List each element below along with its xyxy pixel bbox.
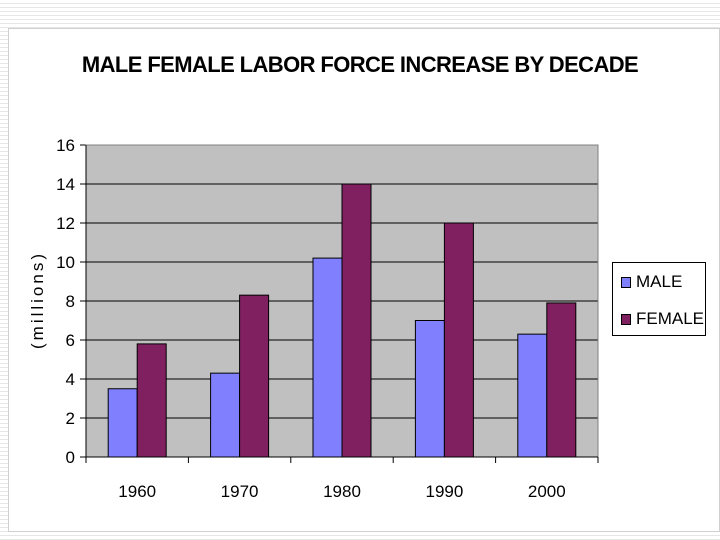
x-tick-label: 1960 [118,482,156,501]
legend-item-female: FEMALE [621,309,704,329]
y-tick-label: 2 [66,409,75,428]
x-tick-label: 2000 [528,482,566,501]
y-tick-label: 16 [56,136,75,155]
legend-item-male: MALE [621,272,682,292]
legend-label-female: FEMALE [636,309,705,328]
chart-title: MALE FEMALE LABOR FORCE INCREASE BY DECA… [81,52,639,77]
y-tick-label: 10 [56,253,75,272]
bar-female-2000 [546,302,577,458]
bar-female-1980 [341,183,372,458]
legend: MALE FEMALE [612,262,706,336]
y-tick-label: 6 [66,331,75,350]
bar-male-1980 [312,257,343,458]
bar-male-1960 [107,388,138,458]
y-tick-label: 0 [66,448,75,467]
bar-male-2000 [517,333,548,458]
bar-male-1990 [414,320,445,458]
bar-female-1990 [443,222,474,458]
x-tick-label: 1990 [425,482,463,501]
y-tick-label: 14 [56,175,75,194]
bar-female-1960 [136,343,167,458]
legend-swatch-female [621,313,631,325]
legend-label-male: MALE [636,272,683,291]
legend-swatch-male [621,276,631,288]
x-tick-label: 1970 [221,482,259,501]
y-tick-label: 4 [66,370,75,389]
x-tick-label: 1980 [323,482,361,501]
y-tick-label: 8 [66,292,75,311]
bar-female-1970 [239,294,270,458]
bar-male-1970 [210,372,241,458]
y-tick-label: 12 [56,214,75,233]
